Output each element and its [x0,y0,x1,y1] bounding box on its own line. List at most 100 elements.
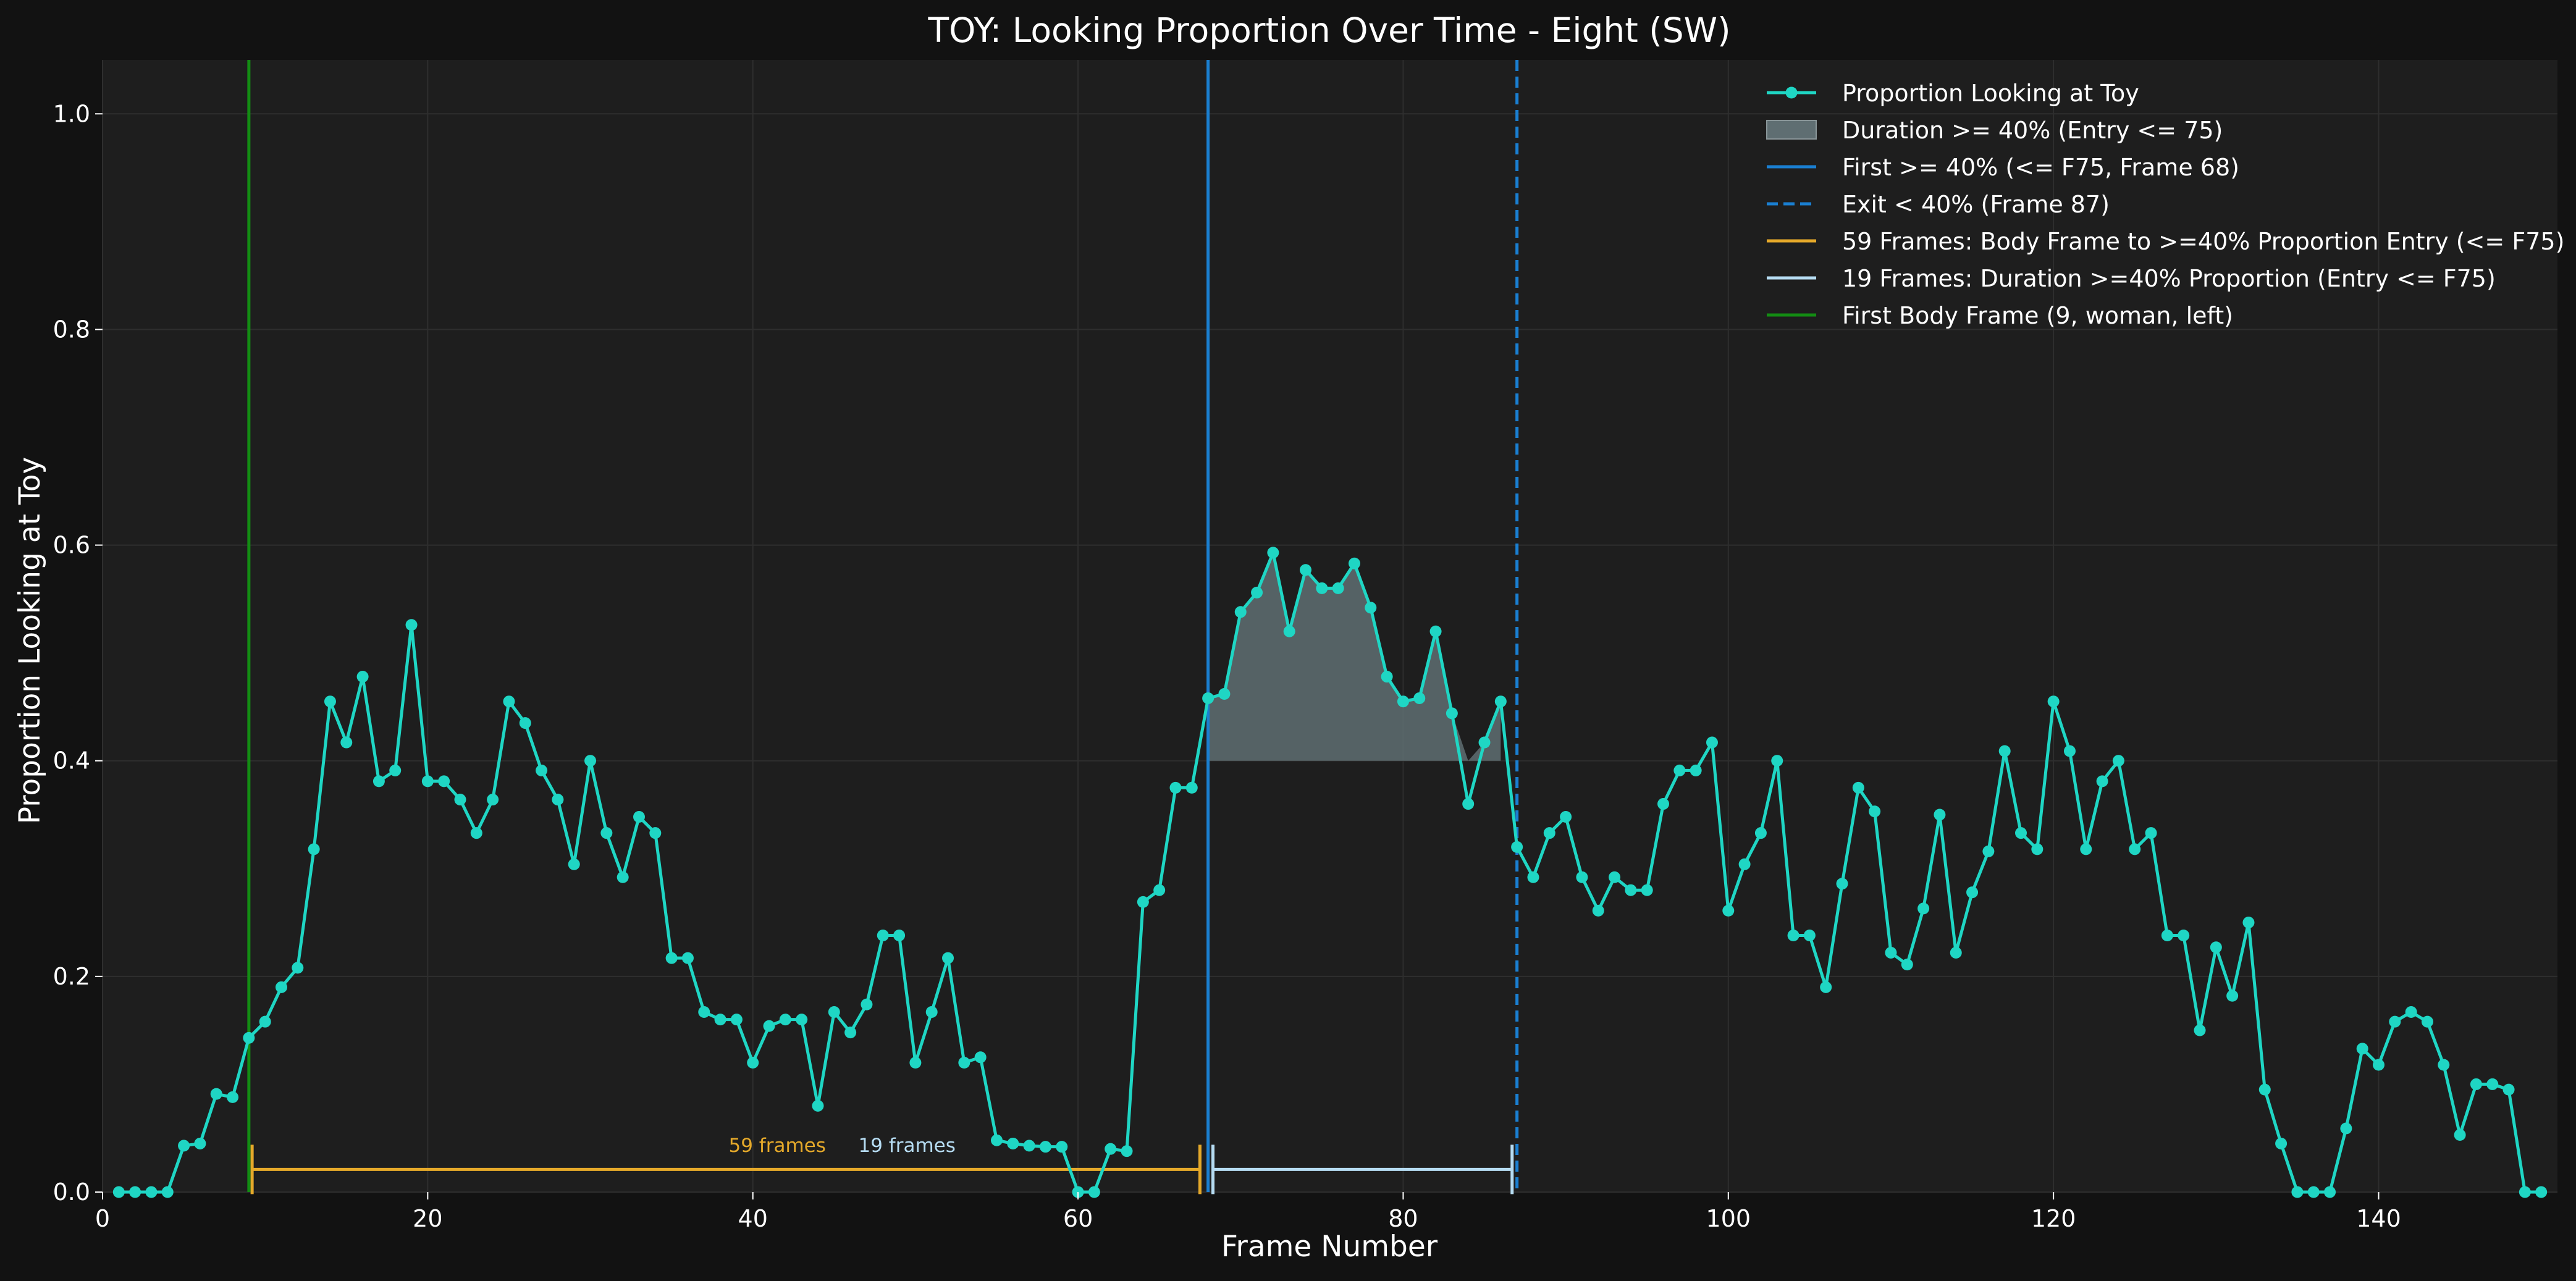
data-point [1950,946,1962,959]
data-point [1966,886,1979,899]
data-point [470,827,482,839]
data-point [1836,878,1848,890]
data-point [1462,798,1475,810]
x-tick-label: 100 [1706,1205,1751,1232]
data-point [129,1186,141,1198]
data-point [714,1014,726,1026]
data-point [1722,904,1735,917]
data-point [1820,981,1832,993]
data-point [2421,1015,2433,1028]
data-point [2063,745,2076,757]
legend: Proportion Looking at Toy Duration >= 40%… [1766,80,2564,329]
data-point [389,764,402,776]
data-point [1348,557,1360,569]
data-point [1982,845,1995,857]
data-point [877,930,889,942]
data-point [1625,884,1637,896]
bracket-label: 19 frames [859,1135,956,1157]
data-point [2324,1186,2336,1198]
data-point [796,1014,808,1026]
data-point [763,1020,775,1032]
data-point [2031,843,2044,855]
data-point [2307,1186,2320,1198]
y-tick-label: 0.4 [53,747,90,775]
data-point [1234,606,1247,618]
data-point [227,1091,239,1103]
data-point [2194,1024,2206,1036]
data-point [1039,1141,1051,1153]
data-point [1852,781,1864,794]
data-point [1754,827,1767,839]
legend-marker [1785,86,1798,99]
legend-label: First >= 40% (<= F75, Frame 68) [1842,154,2239,181]
data-point [487,794,499,806]
data-point [1413,692,1426,704]
x-tick-label: 40 [738,1205,768,1232]
axes: 0 20 40 60 80 100 120 140 0.0 0.2 0.4 0.6 0.8 1.0 [53,100,2401,1232]
data-point [1511,841,1523,853]
data-point [1657,798,1670,810]
data-point [649,827,662,839]
data-point [340,736,353,749]
data-point [2535,1186,2548,1198]
data-point [2519,1186,2531,1198]
data-point [308,843,320,855]
data-point [356,671,369,683]
data-point [1007,1137,1019,1149]
data-point [2389,1015,2401,1028]
y-tick-label: 1.0 [53,100,90,127]
data-point [1056,1141,1068,1153]
data-point [1576,871,1588,883]
data-point [584,755,597,767]
data-point [1738,858,1751,870]
legend-label: Exit < 40% (Frame 87) [1842,191,2110,218]
data-point [552,794,564,806]
data-point [194,1137,206,1149]
data-point [2275,1137,2288,1149]
data-point [112,1186,125,1198]
data-point [2112,755,2124,767]
data-point [2470,1078,2482,1090]
data-point [1673,764,1686,776]
data-point [1787,930,1799,942]
data-point [2129,843,2141,855]
data-point [2015,827,2027,839]
data-point [2242,917,2255,929]
data-point [2438,1059,2450,1071]
data-point [990,1134,1003,1146]
data-point [730,1014,743,1026]
chart-title: TOY: Looking Proportion Over Time - Eigh… [927,10,1730,50]
data-point [2178,930,2190,942]
data-point [925,1006,938,1018]
data-point [2080,843,2092,855]
data-point [1023,1140,1035,1152]
data-point [1690,764,1702,776]
x-tick-label: 140 [2356,1205,2401,1232]
data-point [145,1186,158,1198]
data-point [2454,1128,2466,1141]
data-point [893,930,906,942]
data-point [2258,1083,2271,1096]
data-point [1429,625,1442,637]
data-point [974,1051,987,1064]
data-point [568,858,580,870]
series-layer [112,547,2548,1198]
data-point [1706,736,1718,749]
data-point [1592,904,1604,917]
shaded-region-layer [1208,552,1501,761]
legend-label: First Body Frame (9, woman, left) [1842,302,2233,329]
data-point [1300,564,1312,576]
data-point [2502,1083,2515,1096]
data-point [178,1140,190,1152]
data-point [747,1057,759,1069]
data-point [2161,930,2173,942]
legend-swatch [1766,120,1817,140]
data-point [1218,687,1231,700]
data-point [405,619,418,631]
data-point [503,695,515,708]
legend-label: 19 Frames: Duration >=40% Proportion (En… [1842,265,2496,292]
data-point [1381,671,1393,683]
legend-label: Duration >= 40% (Entry <= 75) [1842,117,2223,144]
data-point [1609,871,1621,883]
